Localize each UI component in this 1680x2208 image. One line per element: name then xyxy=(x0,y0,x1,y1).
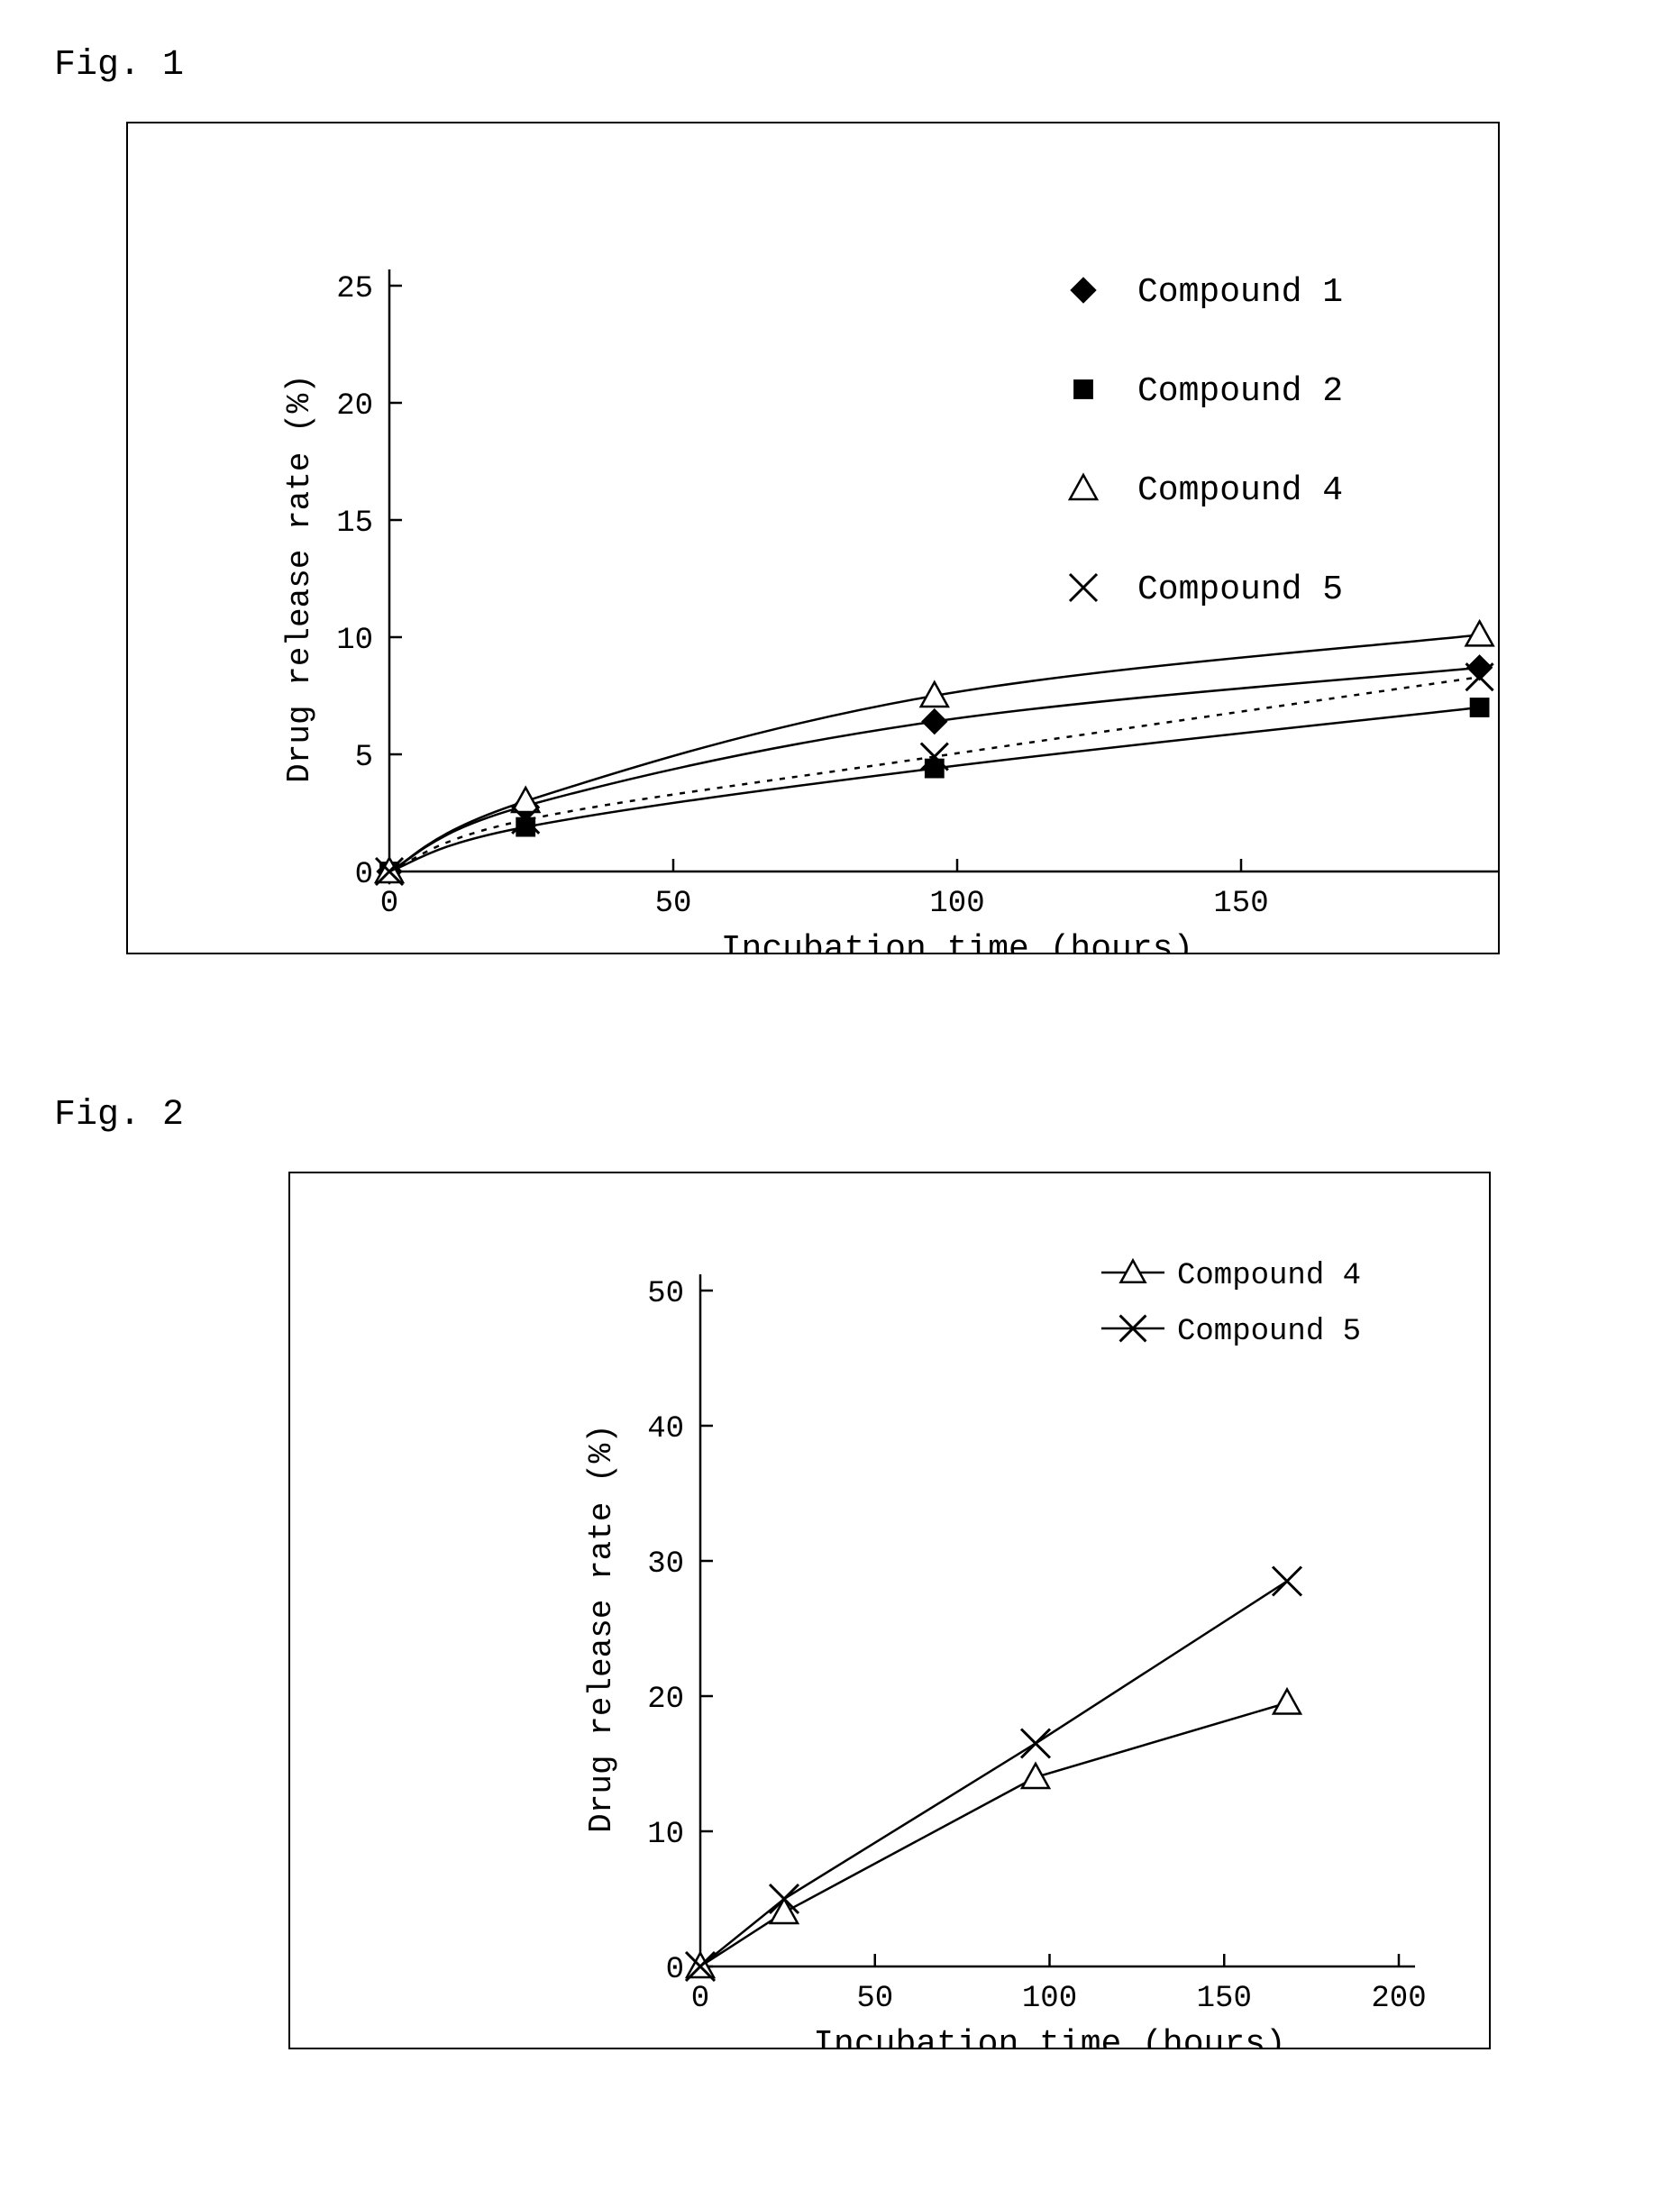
figure-2-frame: 0 50 100 150 200 Incubation time (hours) 0 10 20… xyxy=(288,1172,1491,2049)
figure-2-label: Fig. 2 xyxy=(54,1095,184,1136)
svg-text:150: 150 xyxy=(1197,1982,1252,2016)
page: { "figure1": { "label": "Fig. 1", "label… xyxy=(0,0,1680,2208)
svg-text:25: 25 xyxy=(336,272,373,306)
svg-text:0: 0 xyxy=(666,1953,684,1987)
svg-text:Compound 4: Compound 4 xyxy=(1177,1259,1361,1293)
svg-text:50: 50 xyxy=(655,887,692,921)
svg-text:Drug release rate (%): Drug release rate (%) xyxy=(583,1424,620,1833)
svg-text:50: 50 xyxy=(647,1277,684,1311)
svg-text:Compound 1: Compound 1 xyxy=(1137,273,1343,312)
svg-text:200: 200 xyxy=(1497,887,1498,921)
svg-text:0: 0 xyxy=(355,858,373,892)
svg-text:20: 20 xyxy=(647,1683,684,1717)
svg-text:10: 10 xyxy=(647,1818,684,1852)
svg-text:100: 100 xyxy=(1022,1982,1077,2016)
svg-text:150: 150 xyxy=(1213,887,1268,921)
svg-text:Incubation time (hours): Incubation time (hours) xyxy=(721,930,1194,953)
svg-text:50: 50 xyxy=(856,1982,893,2016)
svg-text:Compound 5: Compound 5 xyxy=(1177,1315,1361,1349)
svg-text:Compound 5: Compound 5 xyxy=(1137,570,1343,609)
svg-text:200: 200 xyxy=(1371,1982,1426,2016)
svg-text:10: 10 xyxy=(336,624,373,658)
svg-text:15: 15 xyxy=(336,506,373,541)
svg-text:Drug release rate (%): Drug release rate (%) xyxy=(281,374,318,783)
figure-1-chart: 0 50 100 150 200 Incubation time (hours) 0 5 10 1… xyxy=(128,123,1498,953)
svg-text:20: 20 xyxy=(336,389,373,424)
svg-text:30: 30 xyxy=(647,1547,684,1582)
svg-text:0: 0 xyxy=(691,1982,709,2016)
svg-text:0: 0 xyxy=(380,887,398,921)
svg-text:Compound 2: Compound 2 xyxy=(1137,372,1343,411)
figure-1-frame: 0 50 100 150 200 Incubation time (hours) 0 5 10 1… xyxy=(126,122,1500,954)
figure-2-chart: 0 50 100 150 200 Incubation time (hours) 0 10 20… xyxy=(290,1173,1489,2048)
svg-text:5: 5 xyxy=(355,741,373,775)
svg-text:Incubation time (hours): Incubation time (hours) xyxy=(813,2025,1286,2048)
svg-text:Compound 4: Compound 4 xyxy=(1137,471,1343,510)
figure-1-label: Fig. 1 xyxy=(54,45,184,86)
svg-text:100: 100 xyxy=(929,887,984,921)
svg-text:40: 40 xyxy=(647,1412,684,1446)
